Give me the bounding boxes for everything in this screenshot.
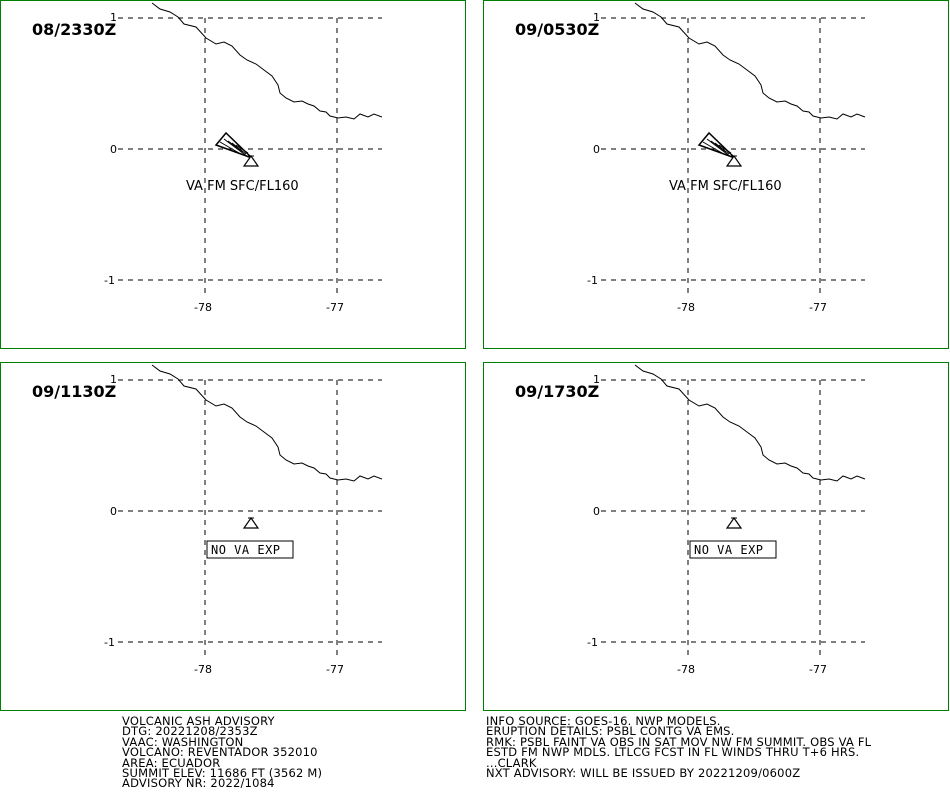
lon-label-west: -78	[677, 663, 695, 676]
lat-label-mid: 0	[110, 505, 117, 518]
lat-label-top: 1	[110, 11, 117, 24]
coastline	[634, 2, 866, 120]
no-va-box: NO VA EXP	[689, 540, 777, 559]
forecast-panel: 09/1730Z 1 0 -1 -78 -77 NO VA EXP	[483, 362, 949, 711]
lon-label-west: -78	[677, 301, 695, 314]
advisory-line: VOLCANO: REVENTADOR 352010	[122, 745, 318, 760]
lon-label-east: -77	[809, 663, 827, 676]
advisory-line: RMK: PSBL FAINT VA OBS IN SAT MOV NW FM …	[486, 734, 872, 749]
advisory-line: DTG: 20221208/2353Z	[122, 724, 258, 739]
coastline	[151, 2, 383, 120]
advisory-line: NXT ADVISORY: WILL BE ISSUED BY 20221209…	[486, 765, 801, 780]
lat-label-top: 1	[593, 373, 600, 386]
advisory-line: AREA: ECUADOR	[122, 755, 221, 770]
advisory-line: VAAC: WASHINGTON	[122, 734, 244, 749]
graticule	[601, 379, 865, 655]
lon-label-west: -78	[194, 301, 212, 314]
graticule	[118, 379, 382, 655]
lat-label-bottom: -1	[587, 274, 598, 287]
advisory-line: SUMMIT ELEV: 11686 FT (3562 M)	[122, 765, 323, 780]
advisory-left: VOLCANIC ASH ADVISORY DTG: 20221208/2353…	[122, 714, 323, 791]
advisory-line: ADVISORY NR: 2022/1084	[122, 776, 275, 791]
panel-time: 09/1730Z	[515, 382, 599, 401]
no-va-box: NO VA EXP	[206, 540, 294, 559]
lat-label-bottom: -1	[104, 636, 115, 649]
lat-label-top: 1	[593, 11, 600, 24]
lat-label-top: 1	[110, 373, 117, 386]
forecast-panel: 08/2330Z 1 0 -1 -78 -77 VA FM SFC/FL160	[0, 0, 466, 349]
lon-label-east: -77	[809, 301, 827, 314]
lat-label-bottom: -1	[587, 636, 598, 649]
ash-label: VA FM SFC/FL160	[669, 179, 782, 194]
lat-label-mid: 0	[110, 143, 117, 156]
volcano-icon	[242, 516, 260, 529]
coastline	[634, 364, 866, 482]
no-va-text: NO VA EXP	[211, 543, 281, 557]
ash-label: VA FM SFC/FL160	[186, 179, 299, 194]
advisory-line: ERUPTION DETAILS: PSBL CONTG VA EMS.	[486, 724, 735, 739]
lat-label-bottom: -1	[104, 274, 115, 287]
plume-marker	[214, 131, 253, 159]
no-va-text: NO VA EXP	[694, 543, 764, 557]
advisory-right: INFO SOURCE: GOES-16. NWP MODELS. ERUPTI…	[486, 714, 872, 780]
panel-frame	[483, 0, 949, 349]
lat-label-mid: 0	[593, 505, 600, 518]
panel-time: 08/2330Z	[32, 20, 116, 39]
graticule	[601, 17, 865, 293]
advisory-line: INFO SOURCE: GOES-16. NWP MODELS.	[486, 714, 721, 728]
panel-time: 09/1130Z	[32, 382, 116, 401]
panel-frame	[483, 362, 949, 711]
advisory-line: ESTD FM NWP MDLS. LTLCG FCST IN FL WINDS…	[486, 745, 860, 760]
volcano-icon	[242, 154, 260, 167]
plume-marker	[697, 131, 736, 159]
panel-time: 09/0530Z	[515, 20, 599, 39]
volcano-icon	[725, 516, 743, 529]
advisory-line: ...CLARK	[486, 755, 537, 770]
lat-label-mid: 0	[593, 143, 600, 156]
volcano-icon	[725, 154, 743, 167]
panel-frame	[0, 362, 466, 711]
lon-label-east: -77	[326, 663, 344, 676]
graticule	[118, 17, 382, 293]
panel-frame	[0, 0, 466, 349]
lon-label-east: -77	[326, 301, 344, 314]
lon-label-west: -78	[194, 663, 212, 676]
forecast-panel: 09/0530Z 1 0 -1 -78 -77 VA FM SFC/FL160	[483, 0, 949, 349]
forecast-panel: 09/1130Z 1 0 -1 -78 -77 NO VA EXP	[0, 362, 466, 711]
advisory-line: VOLCANIC ASH ADVISORY	[122, 714, 275, 728]
coastline	[151, 364, 383, 482]
